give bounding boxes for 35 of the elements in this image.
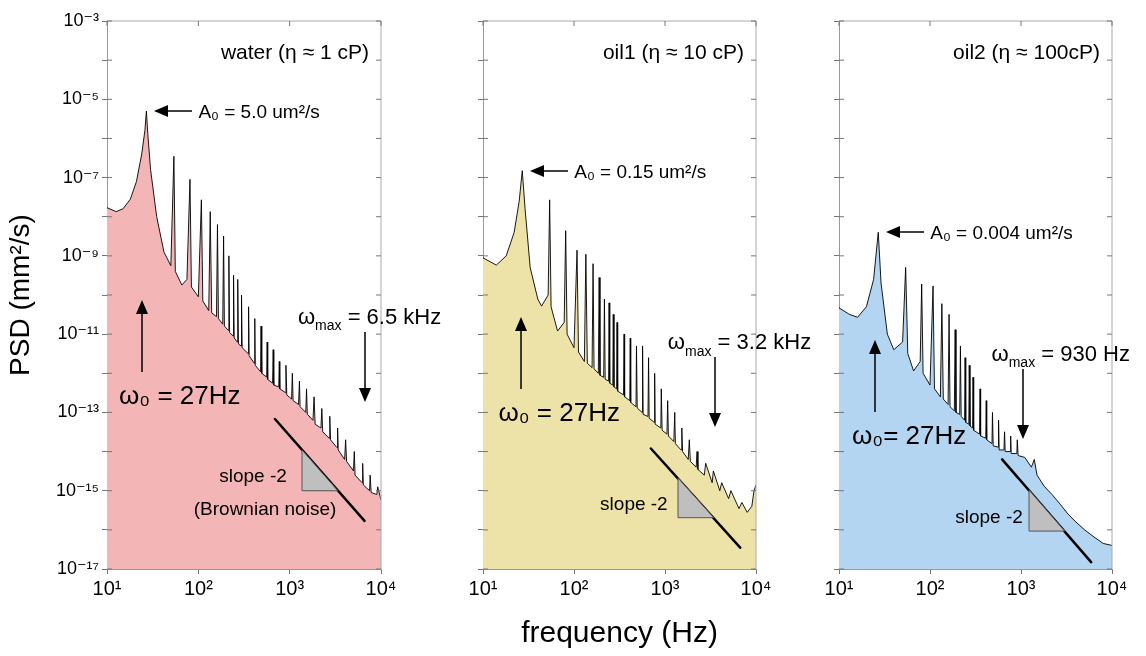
annotation: ω₀ = 27Hz <box>119 379 241 410</box>
x-tick-label: 10² <box>915 576 945 599</box>
x-tick-label: 10¹ <box>92 576 122 599</box>
annotation: A₀ = 5.0 um²/s <box>198 101 320 123</box>
annotation: slope -2 <box>955 506 1023 528</box>
annotation: slope -2 <box>600 492 668 514</box>
annotation: A₀ = 0.004 um²/s <box>930 222 1073 244</box>
annotation: (Brownian noise) <box>193 498 337 520</box>
y-tick-label: 10⁻¹⁷ <box>56 557 99 578</box>
x-tick-label: 10⁴ <box>740 576 772 599</box>
y-tick-label: 10⁻¹⁵ <box>56 479 99 500</box>
x-tick-label: 10¹ <box>468 576 498 599</box>
x-tick-label: 10³ <box>275 576 305 599</box>
text: oil1 (η ≈ 10 cP) <box>602 40 745 63</box>
y-axis-title: PSD (mm²/s) <box>3 214 35 376</box>
x-tick-label: 10⁴ <box>365 576 397 599</box>
annotation: ω₀= 27Hz <box>852 419 967 450</box>
x-tick-label: 10³ <box>650 576 680 599</box>
annotation: slope -2 <box>219 465 287 487</box>
y-tick-label: 10⁻¹¹ <box>57 323 99 344</box>
x-tick-label: 10⁴ <box>1096 576 1128 599</box>
x-axis-title: frequency (Hz) <box>521 615 718 649</box>
x-tick-label: 10³ <box>1006 576 1036 599</box>
annotation: A₀ = 0.15 um²/s <box>574 160 707 182</box>
annotation: ω₀ = 27Hz <box>498 396 620 427</box>
x-tick-label: 10² <box>183 576 214 599</box>
y-tick-label: 10⁻⁷ <box>62 166 99 187</box>
text: oil2 (η ≈ 100cP) <box>953 40 1101 63</box>
x-tick-label: 10¹ <box>824 576 854 599</box>
y-tick-label: 10⁻⁵ <box>62 88 99 109</box>
y-tick-label: 10⁻¹³ <box>57 401 99 422</box>
x-tick-label: 10² <box>559 576 589 599</box>
y-tick-label: 10⁻³ <box>63 9 99 30</box>
y-tick-label: 10⁻⁹ <box>61 244 99 265</box>
text: water (η ≈ 1 cP) <box>219 40 370 63</box>
